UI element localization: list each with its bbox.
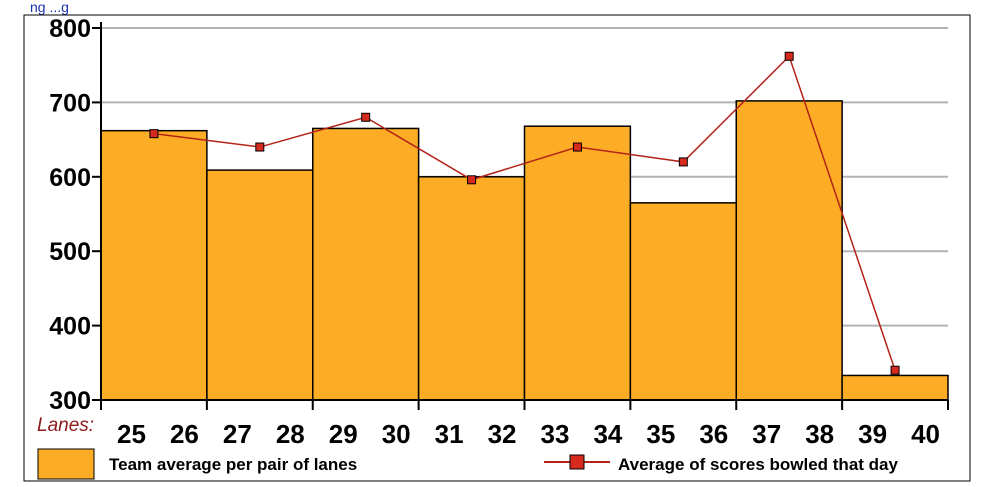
axes (92, 22, 949, 410)
line-point-25-26 (149, 129, 159, 139)
x-tick-label: 25 (117, 419, 146, 449)
x-tick-label: 33 (541, 419, 570, 449)
x-tick-label: 38 (805, 419, 834, 449)
x-tick-label: 26 (170, 419, 199, 449)
legend-bar-swatch (37, 448, 95, 480)
legend-bar-label: Team average per pair of lanes (109, 455, 357, 474)
x-tick-labels: 25 26 27 28 29 30 31 32 33 34 35 36 37 38 39 40 (117, 419, 940, 449)
x-tick-label: 37 (752, 419, 781, 449)
bar-33-34 (523, 125, 632, 401)
y-tick-label: 800 (49, 15, 91, 43)
series-line (153, 54, 896, 371)
line-point-29-30 (361, 112, 371, 122)
legend: Team average per pair of lanes Average o… (37, 448, 898, 480)
bar-series (100, 100, 949, 401)
bar-25-26 (100, 129, 208, 401)
x-tick-label: 36 (699, 419, 728, 449)
y-tick-label: 300 (49, 387, 91, 415)
x-tick-label: 40 (911, 419, 940, 449)
line-point-35-36 (678, 157, 688, 167)
x-tick-label: 34 (593, 419, 622, 449)
y-tick-label: 600 (49, 164, 91, 192)
line-point-33-34 (572, 142, 582, 152)
x-prefix-label: Lanes: (37, 415, 94, 436)
x-tick-label: 31 (435, 419, 464, 449)
top-text: ng ...g (30, 0, 69, 15)
y-tick-label: 500 (49, 238, 91, 266)
line-point-37-38 (784, 51, 794, 61)
line-point-31-32 (467, 175, 477, 185)
chart-frame (23, 14, 971, 482)
legend-line-marker (569, 454, 585, 470)
bar-31-32 (417, 176, 526, 401)
x-tick-label: 29 (329, 419, 358, 449)
line-series (149, 51, 900, 375)
x-tick-label: 32 (488, 419, 517, 449)
legend-line-label: Average of scores bowled that day (618, 455, 898, 474)
y-tick-labels: 300 400 500 600 700 800 (49, 15, 91, 415)
x-tick-label: 28 (276, 419, 305, 449)
x-tick-label: 39 (858, 419, 887, 449)
x-tick-label: 27 (223, 419, 252, 449)
line-point-27-28 (255, 142, 265, 152)
y-tick-label: 400 (49, 313, 91, 341)
line-point-39-40 (890, 365, 900, 375)
x-tick-label: 35 (646, 419, 675, 449)
y-tick-label: 700 (49, 89, 91, 117)
x-tick-label: 30 (382, 419, 411, 449)
bar-27-28 (206, 169, 314, 401)
bar-37-38 (735, 100, 843, 401)
bar-29-30 (312, 127, 420, 401)
bar-35-36 (629, 202, 737, 401)
bar-39-40 (841, 374, 949, 401)
